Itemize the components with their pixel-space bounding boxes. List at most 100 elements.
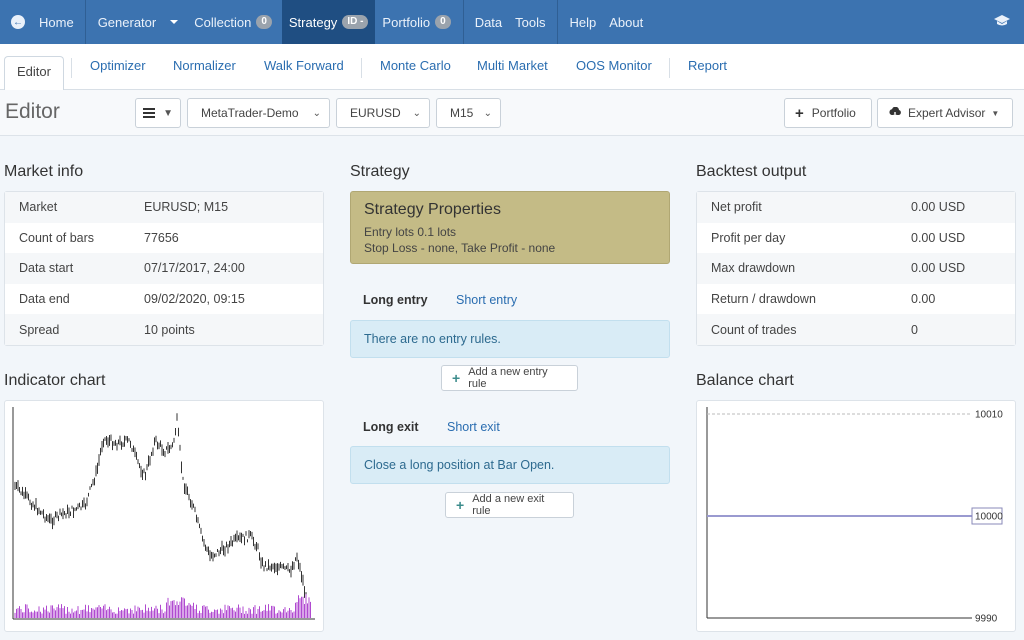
indicator-chart <box>12 407 315 620</box>
backtest-value: 0.00 <box>911 292 936 307</box>
tab-walk-forward[interactable]: Walk Forward <box>264 58 344 73</box>
caret-down-icon: ▼ <box>163 107 173 119</box>
nav-strategy-label: Strategy <box>288 14 338 30</box>
nav-generator[interactable]: Generator <box>86 0 191 44</box>
add-exit-rule-button[interactable]: + Add a new exit rule <box>445 492 574 518</box>
tab-editor[interactable]: Editor <box>4 56 64 91</box>
graduation-cap-icon[interactable] <box>994 14 1010 28</box>
market-info-panel: Market EURUSD; M15 Count of bars 77656 Data … <box>4 191 324 346</box>
period-select[interactable]: M15 ⌄ <box>436 98 501 128</box>
backtest-label: Return / drawdown <box>711 292 816 307</box>
nav-strategy[interactable]: Strategy ID - <box>281 0 376 44</box>
tab-long-exit[interactable]: Long exit <box>363 420 419 434</box>
add-entry-rule-button[interactable]: + Add a new entry rule <box>441 365 578 391</box>
tab-long-entry[interactable]: Long entry <box>363 293 428 307</box>
period-select-value: M15 <box>450 106 474 120</box>
menu-dropdown-button[interactable]: ▼ <box>135 98 181 128</box>
strategy-id-badge: ID - <box>342 15 369 29</box>
editor-toolbar: Editor ▼ MetaTrader-Demo ⌄ EURUSD ⌄ M15 … <box>0 90 1024 136</box>
market-info-value: 10 points <box>144 322 195 337</box>
backtest-row: Max drawdown 0.00 USD <box>697 253 1015 284</box>
strategy-title: Strategy <box>350 163 410 180</box>
add-entry-rule-label: Add a new entry rule <box>468 366 548 390</box>
strategy-properties-box[interactable]: Strategy Properties Entry lots 0.1 lots … <box>350 191 670 264</box>
market-info-label: Count of bars <box>19 230 95 245</box>
balance-chart-panel: 10010 10000 9990 <box>696 400 1016 632</box>
y-tick-label-mid: 10000 <box>975 512 1003 523</box>
market-info-label: Data start <box>19 261 74 276</box>
portfolio-count-badge: 0 <box>435 15 451 29</box>
current-value-box <box>971 507 1003 525</box>
tab-oos-monitor[interactable]: OOS Monitor <box>576 58 652 73</box>
portfolio-button-label: Portfolio <box>811 106 856 120</box>
nav-help-label: Help <box>569 14 597 30</box>
backtest-output-panel: Net profit 0.00 USD Profit per day 0.00 USD… <box>696 191 1016 346</box>
backtest-row: Profit per day 0.00 USD <box>697 223 1015 254</box>
balance-chart-title: Balance chart <box>696 372 794 389</box>
caret-down-icon: ▼ <box>991 108 1000 118</box>
nav-help[interactable]: Help <box>558 0 603 44</box>
nav-collection[interactable]: Collection 0 <box>190 0 282 44</box>
tab-optimizer[interactable]: Optimizer <box>90 58 146 73</box>
nav-data[interactable]: Data <box>464 0 508 44</box>
market-info-row: Spread 10 points <box>5 314 323 345</box>
server-select[interactable]: MetaTrader-Demo ⌄ <box>187 98 330 128</box>
nav-generator-label: Generator <box>97 14 157 30</box>
expert-advisor-button[interactable]: Expert Advisor ▼ <box>877 98 1013 128</box>
indicator-chart-title: Indicator chart <box>4 372 106 389</box>
cloud-download-icon <box>889 107 901 119</box>
entry-rules-info: There are no entry rules. <box>350 320 670 358</box>
nav-home-label: Home <box>39 14 74 30</box>
server-select-value: MetaTrader-Demo <box>201 106 299 120</box>
nav-collection-label: Collection <box>194 14 252 30</box>
nav-home[interactable]: ← Home <box>0 0 85 44</box>
tab-monte-carlo[interactable]: Monte Carlo <box>380 58 451 73</box>
tab-short-entry[interactable]: Short entry <box>456 293 518 307</box>
tab-normalizer[interactable]: Normalizer <box>173 58 236 73</box>
chevron-down-icon: ⌄ <box>412 107 421 119</box>
menu-icon <box>143 108 155 118</box>
add-exit-rule-label: Add a new exit rule <box>472 493 545 517</box>
plus-icon: + <box>795 104 804 122</box>
backtest-row: Net profit 0.00 USD <box>697 192 1015 223</box>
backtest-value: 0.00 USD <box>911 230 966 245</box>
nav-portfolio[interactable]: Portfolio 0 <box>375 0 460 44</box>
tab-short-exit[interactable]: Short exit <box>447 420 500 434</box>
backtest-value: 0.00 USD <box>911 200 966 215</box>
collection-count-badge: 0 <box>256 15 272 29</box>
symbol-select-value: EURUSD <box>350 106 401 120</box>
backtest-label: Net profit <box>711 200 762 215</box>
plus-icon: + <box>452 370 461 386</box>
backtest-label: Count of trades <box>711 322 797 337</box>
expert-advisor-button-label: Expert Advisor <box>908 106 986 120</box>
market-info-label: Spread <box>19 322 60 337</box>
plus-icon: + <box>456 497 465 513</box>
market-info-value: 07/17/2017, 24:00 <box>144 261 245 276</box>
nav-tools[interactable]: Tools <box>508 0 556 44</box>
balance-chart: 10010 10000 9990 <box>706 407 1003 625</box>
strategy-properties-lots: Entry lots 0.1 lots <box>364 225 457 239</box>
tab-report[interactable]: Report <box>688 58 728 73</box>
exit-rules-info: Close a long position at Bar Open. <box>350 446 670 484</box>
market-info-value: EURUSD; M15 <box>144 200 229 215</box>
y-tick-label-top: 10010 <box>975 410 1003 421</box>
portfolio-button[interactable]: + Portfolio <box>784 98 872 128</box>
top-navbar: ← Home Generator Collection 0 Strategy I… <box>0 0 1024 44</box>
strategy-properties-stops: Stop Loss - none, Take Profit - none <box>364 241 556 255</box>
strategy-properties-title: Strategy Properties <box>364 201 501 218</box>
backtest-value: 0.00 USD <box>911 261 966 276</box>
nav-tools-label: Tools <box>515 14 546 30</box>
nav-data-label: Data <box>474 14 503 30</box>
editor-tabs: Editor Optimizer Normalizer Walk Forward… <box>0 44 1024 91</box>
market-info-row: Data start 07/17/2017, 24:00 <box>5 253 323 284</box>
caret-down-icon <box>170 20 179 24</box>
market-info-label: Data end <box>19 292 70 307</box>
nav-about[interactable]: About <box>602 0 653 44</box>
page-title: Editor <box>5 100 60 123</box>
symbol-select[interactable]: EURUSD ⌄ <box>336 98 430 128</box>
tab-multi-market[interactable]: Multi Market <box>477 58 548 73</box>
nav-about-label: About <box>609 14 644 30</box>
market-info-label: Market <box>19 200 58 215</box>
market-info-title: Market info <box>4 163 84 180</box>
backtest-output-title: Backtest output <box>696 163 807 180</box>
